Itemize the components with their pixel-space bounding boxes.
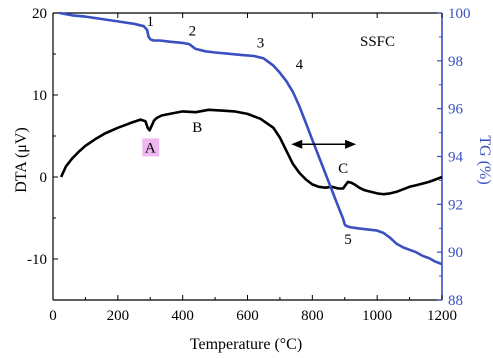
- annotation-1: 1: [147, 14, 155, 30]
- annotation-highlight: [142, 138, 160, 157]
- double-arrow: [291, 139, 357, 149]
- annotation-4: 4: [296, 57, 304, 73]
- annotation-2: 2: [189, 24, 197, 40]
- annotation-3: 3: [257, 36, 265, 52]
- x-tick-label: 200: [107, 308, 130, 324]
- y-right-tick-label: 94: [448, 150, 464, 166]
- annotations: 1 2 3 4 5 A B C: [142, 14, 357, 248]
- axes: 0 200 400 600 800 1000 1200 -10 0 10 20 88 90 92 94 96 9…: [27, 6, 471, 324]
- y-right-tick-label: 100: [448, 6, 471, 22]
- annotation-A: A: [145, 140, 156, 156]
- annotation-5: 5: [344, 232, 352, 248]
- y-right-tick-label: 96: [448, 102, 464, 118]
- x-tick-label: 600: [236, 308, 259, 324]
- annotation-B: B: [192, 120, 202, 136]
- y-axis-right-title: TG (%): [476, 135, 493, 184]
- y-left-tick-label: 0: [40, 170, 48, 186]
- dta-curve: [59, 108, 443, 196]
- y-left-tick-label: -10: [27, 252, 47, 268]
- y-left-tick-label: 10: [32, 88, 47, 104]
- x-tick-label: 800: [301, 308, 324, 324]
- y-right-tick-label: 88: [448, 293, 463, 309]
- y-axis-left-title: DTA (μV): [13, 127, 30, 193]
- x-tick-label: 400: [171, 308, 194, 324]
- x-tick-label: 1200: [427, 308, 457, 324]
- annotation-C: C: [338, 161, 348, 177]
- x-tick-label: 0: [49, 308, 57, 324]
- y-right-tick-label: 90: [448, 245, 463, 261]
- x-tick-label: 1000: [362, 308, 392, 324]
- series-layer: [59, 11, 443, 266]
- legend-label: SSFC: [360, 34, 395, 50]
- tg-curve: [59, 11, 443, 266]
- y-left-tick-label: 20: [32, 6, 47, 22]
- y-right-tick-label: 92: [448, 197, 463, 213]
- y-right-tick-label: 98: [448, 54, 463, 70]
- x-axis-title: Temperature (°C): [190, 336, 302, 353]
